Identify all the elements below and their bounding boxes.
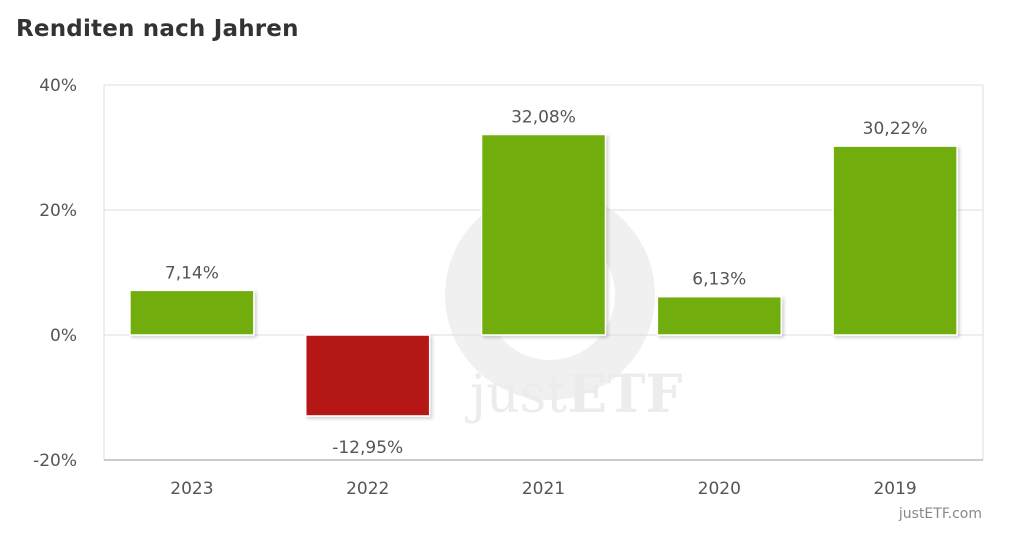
data-label-2023: 7,14% <box>165 263 219 283</box>
bar-2019 <box>832 145 958 336</box>
bar-2023 <box>129 289 255 336</box>
svg-text:justETF: justETF <box>465 364 683 425</box>
x-tick-label: 2021 <box>522 479 565 499</box>
y-tick-label: 20% <box>39 201 77 221</box>
bar-2021 <box>480 133 607 336</box>
chart-title: Renditen nach Jahren <box>16 16 299 42</box>
x-tick-label: 2023 <box>170 479 213 499</box>
y-tick-label: 0% <box>50 326 77 346</box>
x-tick-label: 2019 <box>873 479 916 499</box>
data-label-2021: 32,08% <box>511 108 576 128</box>
y-tick-label: -20% <box>33 451 77 471</box>
x-tick-label: 2020 <box>698 479 741 499</box>
x-tick-label: 2022 <box>346 479 389 499</box>
source-credit: justETF.com <box>898 506 982 522</box>
data-label-2020: 6,13% <box>692 270 746 290</box>
bar-2022 <box>304 334 431 417</box>
y-tick-label: 40% <box>39 76 77 96</box>
data-label-2019: 30,22% <box>863 119 928 139</box>
data-label-2022: -12,95% <box>332 438 403 458</box>
bar-2020 <box>656 295 783 336</box>
